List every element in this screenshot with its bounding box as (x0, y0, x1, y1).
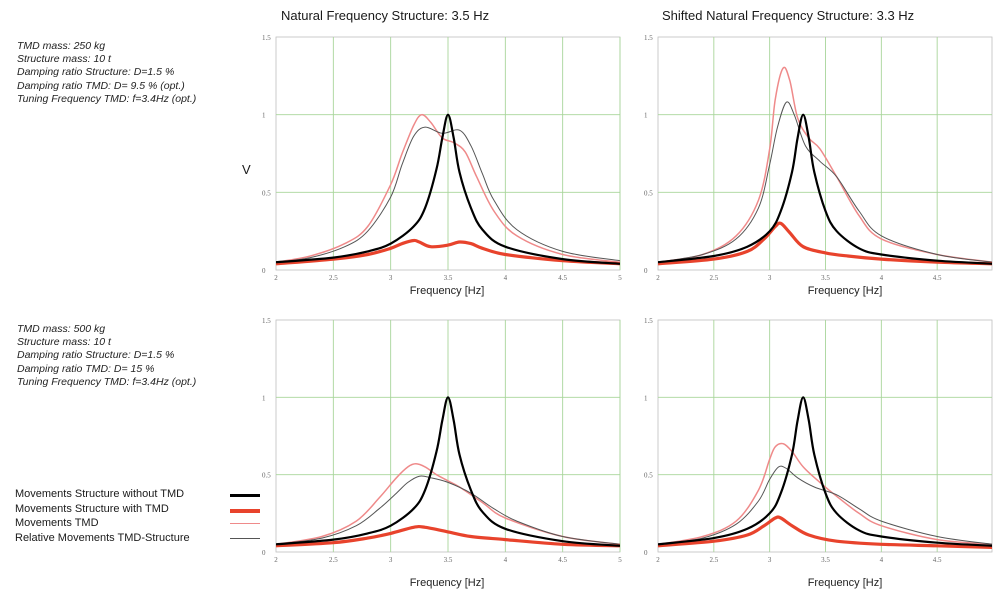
legend-item-structure-with-tmd: Movements Structure with TMD (15, 502, 265, 517)
y-tick-label: 0 (644, 549, 648, 557)
x-tick-label: 3 (389, 274, 393, 282)
legend-label: Movements TMD (15, 517, 99, 529)
x-tick-label: 5 (618, 556, 622, 564)
x-tick-label: 3 (768, 274, 772, 282)
y-tick-label: 1.5 (644, 34, 653, 42)
series-movements-tmd (276, 463, 620, 546)
series-relative-movements (276, 126, 620, 263)
legend-swatch (230, 523, 260, 524)
series-structure-with-tmd (276, 238, 620, 266)
param-tmd-mass: TMD mass: 250 kg (17, 40, 106, 52)
param-damping-structure: Damping ratio Structure: D=1.5 % (17, 66, 175, 79)
x-tick-label: 2.5 (329, 274, 338, 282)
x-tick-label: 3.5 (444, 274, 453, 282)
param-damping-tmd: Damping ratio TMD: D= 15 % (17, 362, 155, 375)
x-tick-label: 4 (880, 556, 884, 564)
param-tuning-frequency: Tuning Frequency TMD: f=3.4Hz (opt.) (17, 92, 197, 105)
legend-label: Movements Structure without TMD (15, 488, 185, 500)
series-relative-movements (658, 465, 992, 545)
param-structure-mass: Structure mass: 10 t (17, 53, 111, 66)
series-structure-with-tmd (276, 524, 620, 548)
column-title-natural: Natural Frequency Structure: 3.5 Hz (281, 8, 490, 23)
x-tick-label: 4 (880, 274, 884, 282)
x-tick-label: 3.5 (444, 556, 453, 564)
y-tick-label: 0.5 (644, 472, 653, 480)
param-structure-mass: Structure mass: 10 t (17, 336, 111, 349)
x-tick-label: 4 (504, 274, 508, 282)
y-tick-label: 0.5 (262, 472, 271, 480)
param-damping-tmd: Damping ratio TMD: D= 9.5 % (opt.) (17, 79, 185, 92)
x-tick-label: 3 (768, 556, 772, 564)
x-tick-label: 4.5 (558, 274, 567, 282)
y-tick-label: 0 (644, 267, 648, 275)
legend-label: Relative Movements TMD-Structure (15, 531, 190, 544)
x-tick-label: 2 (274, 274, 278, 282)
x-axis-label: Frequency [Hz] (808, 285, 883, 297)
series-structure-with-tmd (658, 221, 992, 266)
series-structure-without-tmd (276, 113, 620, 265)
legend: Movements Structure without TMD Movement… (15, 487, 265, 545)
plot-frame (657, 36, 993, 271)
x-tick-label: 3.5 (821, 556, 830, 564)
y-tick-label: 1 (644, 112, 648, 120)
y-tick-label: 0.5 (262, 189, 271, 197)
x-tick-label: 2.5 (709, 556, 718, 564)
series-structure-with-tmd (658, 515, 992, 549)
x-tick-label: 2.5 (329, 556, 338, 564)
legend-item-structure-without-tmd: Movements Structure without TMD (15, 487, 265, 502)
x-tick-label: 3.5 (821, 274, 830, 282)
params-block-top: TMD mass: 250 kg Structure mass: 10 t Da… (17, 40, 196, 106)
y-tick-label: 1.5 (262, 317, 271, 325)
x-tick-label: 2 (656, 556, 660, 564)
x-axis-label: Frequency [Hz] (808, 577, 883, 589)
x-axis-label: Frequency [Hz] (410, 577, 485, 589)
x-tick-label: 4.5 (558, 556, 567, 564)
series-structure-without-tmd (658, 113, 992, 265)
param-damping-structure: Damping ratio Structure: D=1.5 % (17, 349, 175, 362)
x-tick-label: 2 (656, 274, 660, 282)
y-tick-label: 0 (262, 267, 266, 275)
x-tick-label: 2 (274, 556, 278, 564)
param-tmd-mass: TMD mass: 500 kg (17, 323, 106, 335)
y-tick-label: 1 (262, 112, 266, 120)
series-structure-without-tmd (276, 396, 620, 547)
legend-swatch (230, 537, 260, 539)
series-structure-without-tmd (658, 396, 992, 547)
series-movements-tmd (276, 113, 620, 263)
y-tick-label: 1.5 (262, 34, 271, 42)
y-tick-label: 1 (644, 394, 648, 402)
series-relative-movements (658, 101, 992, 263)
x-tick-label: 4.5 (933, 556, 942, 564)
legend-label: Movements Structure with TMD (15, 502, 169, 515)
legend-swatch (230, 508, 260, 513)
column-title-shifted: Shifted Natural Frequency Structure: 3.3… (662, 8, 915, 23)
series-relative-movements (276, 475, 620, 545)
y-tick-label: 1.5 (644, 317, 653, 325)
params-block-bottom: TMD mass: 500 kg Structure mass: 10 t Da… (17, 323, 196, 389)
x-axis-label: Frequency [Hz] (410, 285, 485, 297)
y-tick-label: 0 (262, 549, 266, 557)
legend-item-movements-tmd: Movements TMD (15, 516, 265, 531)
y-tick-label: 0.5 (644, 189, 653, 197)
legend-item-relative-movements: Relative Movements TMD-Structure (15, 531, 265, 546)
param-tuning-frequency: Tuning Frequency TMD: f=3.4Hz (opt.) (17, 375, 197, 388)
x-tick-label: 4 (504, 556, 508, 564)
y-tick-label: 1 (262, 394, 266, 402)
x-tick-label: 5 (618, 274, 622, 282)
plot-frame (657, 319, 993, 553)
legend-swatch (230, 494, 260, 497)
x-tick-label: 4.5 (933, 274, 942, 282)
y-axis-label: V (242, 162, 251, 177)
x-tick-label: 2.5 (709, 274, 718, 282)
x-tick-label: 3 (389, 556, 393, 564)
series-movements-tmd (658, 66, 992, 263)
